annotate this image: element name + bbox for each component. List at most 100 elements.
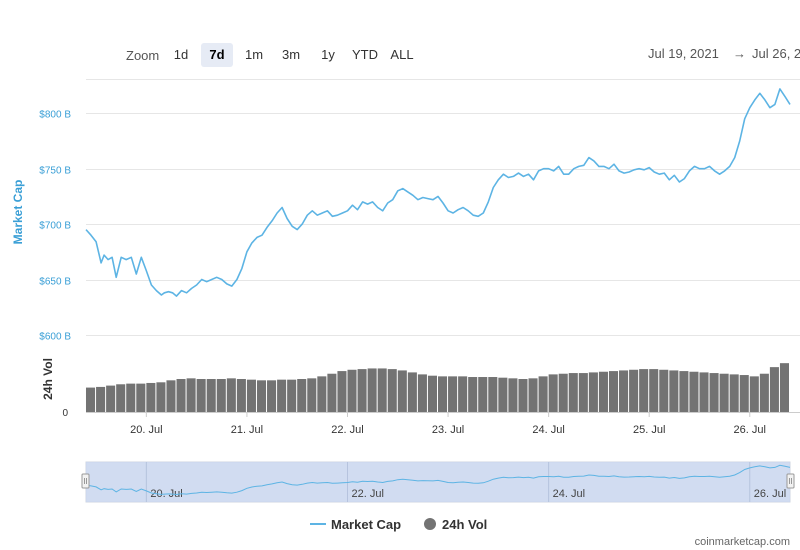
volume-bar [136,383,146,412]
y-tick-label: $700 B [39,221,71,232]
volume-bar [528,378,538,412]
y-tick-label: $800 B [39,110,71,121]
zoom-7d-button[interactable]: 7d [201,43,233,67]
y-tick-label: $600 B [39,332,71,343]
volume-bar [779,363,789,412]
volume-bar [538,376,548,412]
date-to[interactable]: Jul 26, 2 [752,46,800,61]
volume-bar [116,384,126,412]
volume-bar [719,373,729,412]
volume-bar [709,373,719,412]
volume-bar [639,369,649,412]
date-from[interactable]: Jul 19, 2021 [648,46,719,61]
navigator-tick-label: 26. Jul [754,488,786,500]
volume-bar [236,379,246,412]
volume-bar [679,371,689,412]
volume-bar [699,372,709,412]
volume-bar [598,371,608,412]
volume-bar [548,374,558,412]
volume-bar [669,370,679,412]
volume-bar [327,373,337,412]
volume-bar [729,374,739,412]
volume-bar [216,379,226,412]
zoom-1m-button[interactable]: 1m [244,47,264,62]
axis-layer: $800 B $750 B $700 B $650 B $600 B Market Cap… [11,110,766,437]
volume-bar [588,372,598,412]
navigator-tick-label: 22. Jul [351,488,383,500]
volume-bar [176,379,186,412]
volume-bar [156,382,166,412]
legend-market-cap[interactable]: Market Cap [331,517,402,532]
volume-bar [206,379,216,412]
volume-bar [357,369,367,412]
volume-bar [629,369,639,412]
x-tick-label: 21. Jul [231,424,263,436]
zoom-3m-button[interactable]: 3m [281,47,301,62]
date-arrow: → [733,46,746,61]
volume-bar [267,380,277,412]
volume-axis-title: 24h Vol [41,358,55,400]
volume-bar [367,368,377,412]
grid-layer [86,79,800,413]
volume-bar [478,377,488,412]
navigator-handle-left[interactable] [81,473,90,489]
volume-bar [689,371,699,412]
navigator-selection[interactable] [86,462,790,502]
volume-bar [186,378,196,412]
volume-bar [126,383,136,412]
volume-bar [417,374,427,412]
volume-bar [166,380,176,412]
volume-bar [488,377,498,412]
volume-bar [739,375,749,412]
volume-bar [558,373,568,412]
volume-bar [759,373,769,412]
volume-bar [568,373,578,412]
volume-bar [347,369,357,412]
zoom-all-button[interactable]: ALL [390,47,414,62]
zoom-label: Zoom [126,48,160,63]
volume-bar [659,369,669,412]
navigator-ticks: 20. Jul 22. Jul 24. Jul 26. Jul [145,462,786,502]
volume-bar [498,377,508,412]
volume-bar [427,375,437,412]
volume-bar [448,376,458,412]
x-tick-label: 22. Jul [331,424,363,436]
volume-bar [146,382,156,412]
volume-bar [106,385,116,412]
legend-volume-symbol [424,518,436,530]
volume-bar [86,387,96,412]
volume-bar [196,379,206,412]
volume-bar [769,367,779,412]
y-axis-title: Market Cap [11,180,25,245]
volume-bar [619,370,629,412]
zoom-1d-button[interactable]: 1d [173,47,189,62]
volume-bar [578,373,588,412]
x-tick-label: 25. Jul [633,424,665,436]
x-tick-label: 24. Jul [532,424,564,436]
zoom-ytd-button[interactable]: YTD [352,47,378,62]
navigator-handle-right[interactable] [786,473,795,489]
zoom-1y-button[interactable]: 1y [321,47,335,62]
volume-bar [297,379,307,412]
volume-bar [337,371,347,412]
volume-bar [508,378,518,412]
x-tick-label: 20. Jul [130,424,162,436]
volume-bar [468,377,478,412]
x-tick-label: 23. Jul [432,424,464,436]
volume-bar [256,380,267,412]
volume-bar [287,379,297,412]
market-cap-line [85,88,791,297]
volume-bar [307,378,317,412]
volume-bar [226,378,236,412]
volume-bar [407,372,417,412]
volume-bar [246,379,256,412]
volume-bar [377,368,387,412]
volume-bar [608,371,619,412]
navigator-line [85,464,791,496]
legend-volume[interactable]: 24h Vol [442,517,488,532]
volume-bar [518,379,528,412]
x-tick-label: 26. Jul [734,424,766,436]
volume-bar [649,369,659,412]
source-credit[interactable]: coinmarketcap.com [694,536,790,548]
